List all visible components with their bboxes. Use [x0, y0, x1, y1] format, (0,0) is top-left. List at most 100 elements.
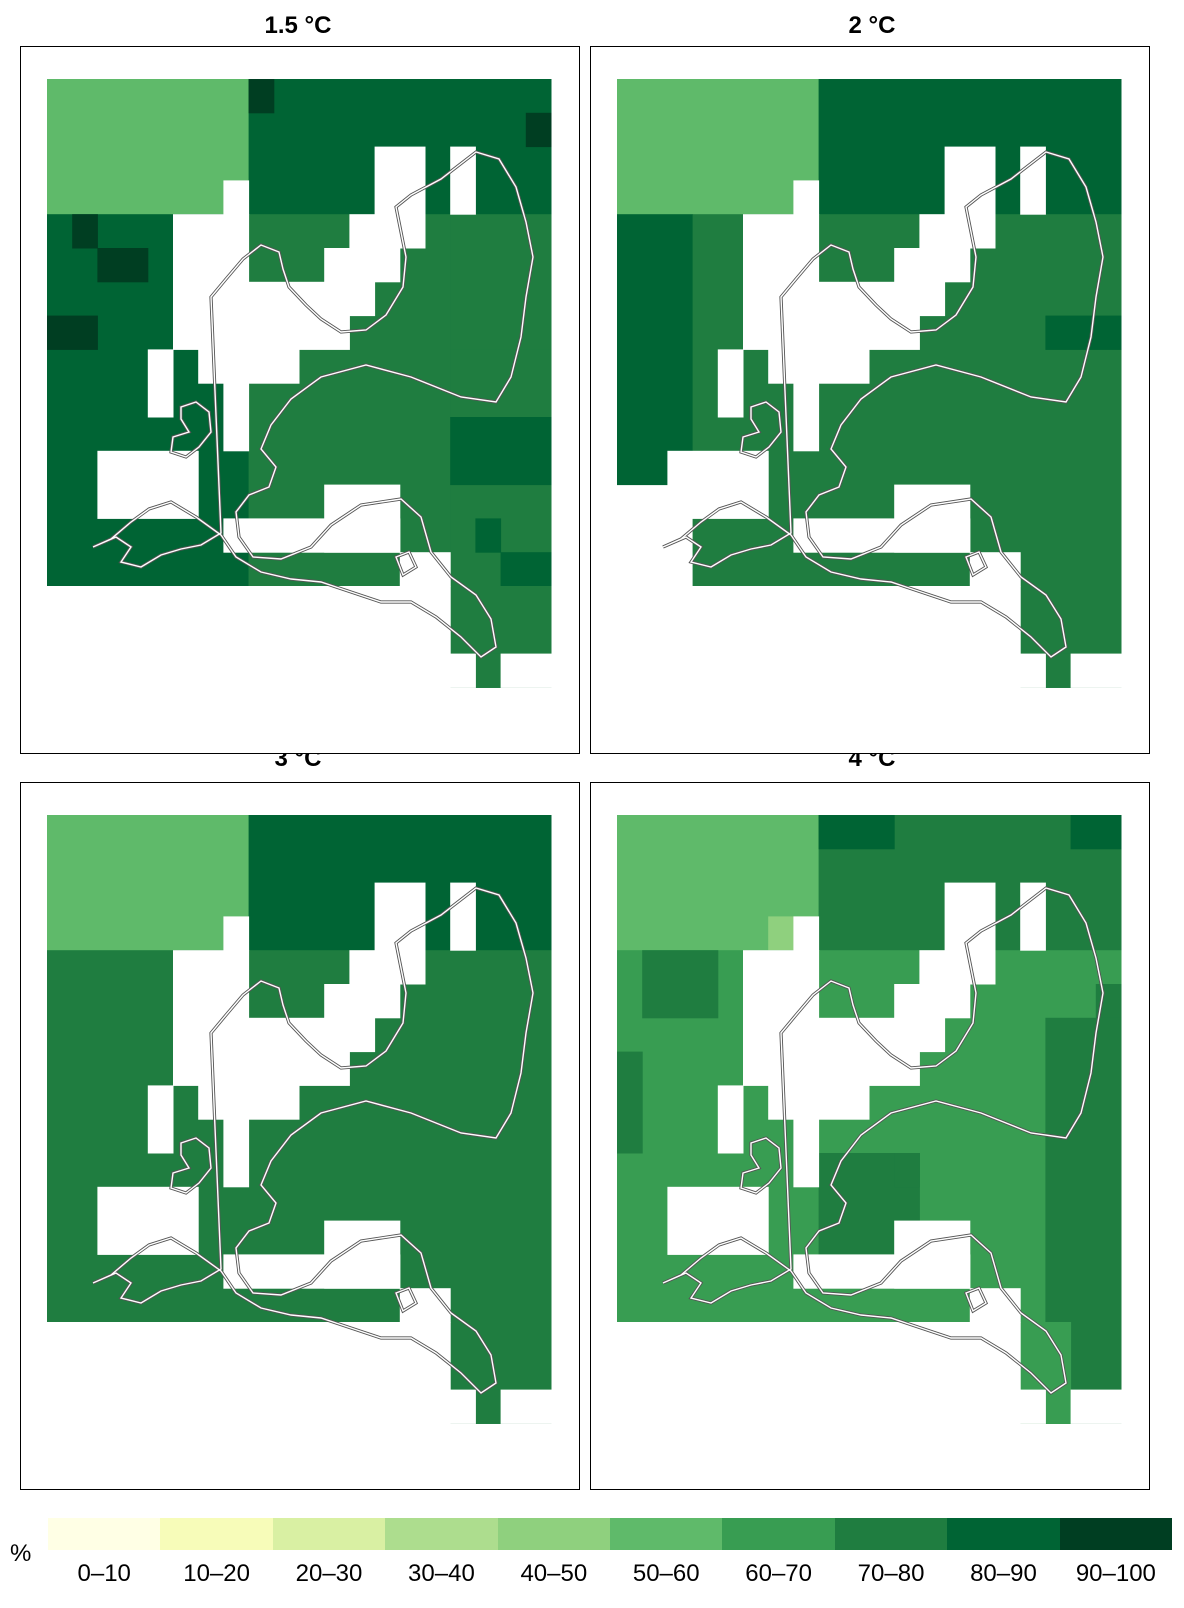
grid-cell — [1070, 815, 1122, 850]
masked-cell — [894, 281, 946, 317]
legend-swatch-70-80 — [834, 1518, 948, 1550]
masked-cell — [793, 1119, 820, 1188]
legend-label: 60–70 — [745, 1560, 813, 1587]
masked-cell — [743, 281, 920, 350]
islet-outline — [395, 1287, 417, 1313]
masked-cell — [324, 1220, 401, 1289]
masked-cell — [324, 984, 401, 1019]
masked-cell — [1020, 146, 1046, 215]
masked-cell — [147, 349, 174, 418]
legend-label: 40–50 — [520, 1560, 588, 1587]
masked-cell — [173, 1017, 350, 1086]
masked-cell — [743, 1017, 920, 1086]
legend-swatch-20-30 — [272, 1518, 386, 1550]
grid-cell — [1045, 315, 1122, 350]
legend-swatch-90-100 — [1059, 1518, 1173, 1550]
masked-cell — [47, 586, 401, 688]
coastline-inlet — [170, 1137, 212, 1194]
legend-label: 10–20 — [183, 1560, 250, 1587]
masked-cell — [793, 916, 820, 951]
masked-cell — [173, 950, 250, 1019]
masked-cell — [173, 281, 350, 350]
grid-cell — [450, 214, 552, 350]
masked-cell — [223, 916, 250, 951]
legend-label: 80–90 — [970, 1560, 1037, 1587]
legend-swatch-60-70 — [722, 1518, 835, 1550]
coastline — [92, 887, 534, 1394]
coastline — [662, 151, 1104, 658]
masked-cell — [919, 950, 996, 985]
masked-cell — [1020, 882, 1046, 951]
masked-cell — [743, 950, 820, 1019]
coastline-inlet — [740, 401, 782, 458]
legend-label: 30–40 — [408, 1560, 475, 1587]
masked-cell — [617, 1322, 971, 1424]
legend-label: 0–10 — [77, 1560, 131, 1587]
masked-cell — [47, 1322, 401, 1424]
legend-swatch-10-20 — [160, 1518, 273, 1550]
legend-colorbar — [48, 1518, 1173, 1550]
masked-cell — [223, 180, 250, 215]
masked-cell — [919, 214, 996, 249]
coastline — [92, 151, 534, 658]
legend-unit: % — [10, 1540, 32, 1567]
grid-cell — [475, 518, 502, 553]
legend-label: 50–60 — [632, 1560, 700, 1587]
islet-outline — [965, 551, 987, 577]
grid-cell — [617, 79, 820, 215]
masked-cell — [617, 586, 971, 688]
masked-cell — [1020, 1389, 1046, 1424]
map-canvas-3 — [47, 815, 552, 1424]
masked-cell — [450, 882, 476, 951]
grid-cell — [525, 112, 552, 148]
map-panel-4 — [590, 782, 1150, 1490]
legend-swatch-40-50 — [497, 1518, 611, 1550]
legend-swatch-0-10 — [48, 1518, 161, 1550]
masked-cell — [793, 180, 820, 215]
map-canvas-4 — [617, 815, 1122, 1424]
masked-cell — [147, 1085, 174, 1154]
masked-cell — [324, 248, 401, 283]
grid-cell — [475, 653, 502, 688]
masked-cell — [500, 1389, 552, 1424]
grid-cell — [642, 950, 719, 1019]
masked-cell — [894, 1220, 971, 1289]
map-panel-2 — [590, 46, 1150, 754]
legend-labels: 0–10 10–20 20–30 30–40 40–50 50–60 60–70… — [48, 1560, 1172, 1588]
legend-swatch-50-60 — [610, 1518, 723, 1550]
masked-cell — [223, 383, 250, 452]
masked-cell — [399, 1288, 451, 1323]
masked-cell — [969, 552, 1021, 587]
islet-outline — [395, 551, 417, 577]
grid-cell — [818, 815, 895, 850]
grid-cell — [1045, 1017, 1122, 1323]
masked-cell — [349, 950, 426, 985]
map-panel-3 — [20, 782, 580, 1490]
panel-title-2: 2 °C — [848, 12, 896, 39]
grid-cell — [475, 1389, 502, 1424]
legend-label: 70–80 — [857, 1560, 925, 1587]
coastline-inlet — [740, 1137, 782, 1194]
islet-outline — [965, 1287, 987, 1313]
legend-label: 90–100 — [1075, 1560, 1156, 1587]
masked-cell — [894, 984, 971, 1019]
masked-cell — [793, 383, 820, 452]
masked-cell — [450, 653, 476, 688]
masked-cell — [894, 248, 971, 283]
legend-swatch-80-90 — [947, 1518, 1060, 1550]
grid-cell — [894, 1153, 920, 1188]
masked-cell — [717, 349, 744, 418]
masked-cell — [349, 214, 426, 249]
masked-cell — [743, 214, 820, 283]
masked-cell — [717, 1085, 744, 1154]
grid-cell — [1045, 1389, 1072, 1424]
masked-cell — [324, 1017, 376, 1053]
masked-cell — [223, 1119, 250, 1188]
masked-cell — [324, 281, 376, 317]
coastline — [662, 887, 1104, 1394]
grid-cell — [450, 417, 552, 486]
coastline-inlet — [170, 401, 212, 458]
masked-cell — [500, 653, 552, 688]
legend-swatch-30-40 — [385, 1518, 498, 1550]
grid-cell — [97, 248, 149, 283]
